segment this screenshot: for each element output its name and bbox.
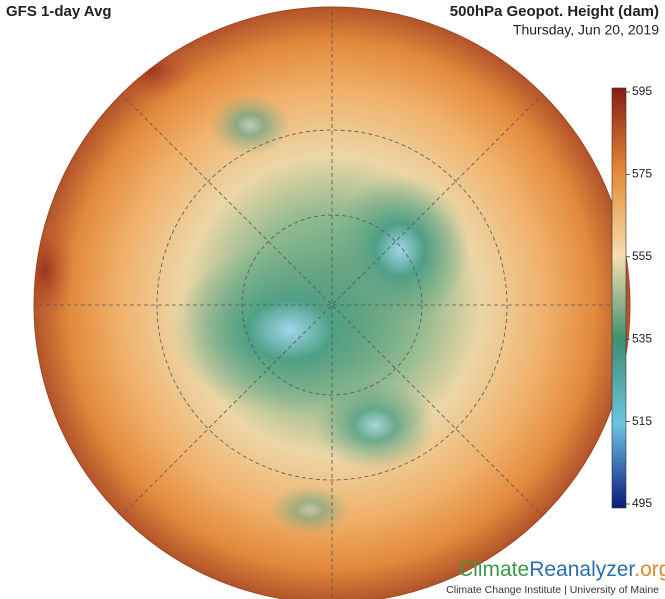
colorbar-label: 515 — [632, 414, 652, 428]
title: GFS 1-day Avg — [6, 3, 112, 20]
colorbar-label: 575 — [632, 167, 652, 181]
logo-part: Reanalyzer — [529, 558, 635, 581]
colorbar-label: 595 — [632, 84, 652, 98]
globe — [34, 7, 630, 599]
logo-subtitle: Climate Change Institute | University of… — [446, 584, 659, 596]
colorbar-label: 495 — [632, 496, 652, 510]
variable: 500hPa Geopot. Height (dam) — [450, 3, 659, 20]
logo-part: .org — [634, 558, 665, 581]
colorbar-label: 535 — [632, 331, 652, 345]
colorbar-label: 555 — [632, 249, 652, 263]
colorbar — [611, 87, 627, 509]
date: Thursday, Jun 20, 2019 — [513, 22, 659, 38]
logo-part: Climate — [458, 558, 529, 581]
logo: ClimateReanalyzer.org — [458, 558, 665, 581]
